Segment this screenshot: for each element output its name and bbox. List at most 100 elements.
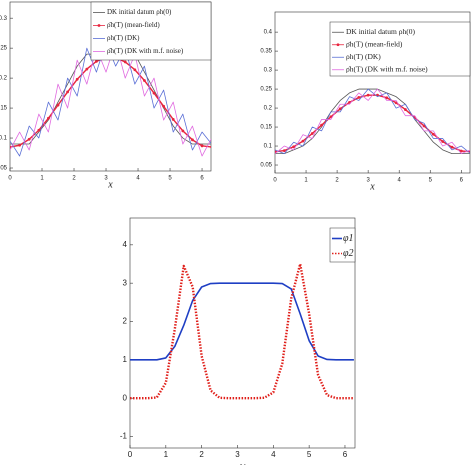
point xyxy=(95,59,98,63)
y-tick-label: 0.05 xyxy=(0,166,8,172)
x-tick-label: 4 xyxy=(271,450,276,459)
y-tick-label: 0.2 xyxy=(0,76,8,82)
y-tick-label: 0.3 xyxy=(0,16,8,22)
x-tick-label: 4 xyxy=(136,176,140,182)
x-tick-label: 0 xyxy=(8,176,12,182)
point xyxy=(320,123,323,127)
point xyxy=(171,118,175,121)
point xyxy=(27,137,31,141)
point xyxy=(47,116,50,120)
point xyxy=(181,129,185,133)
x-tick-label: 6 xyxy=(200,176,204,182)
point xyxy=(301,139,305,143)
x-tick-label: 3 xyxy=(235,450,240,459)
x-tick-label: 0 xyxy=(128,450,133,459)
legend-label: ρh(T) (DK) xyxy=(107,34,140,42)
point xyxy=(338,107,342,111)
point xyxy=(441,140,445,143)
x-axis-label: x xyxy=(107,179,113,190)
y-tick-label: 0.1 xyxy=(264,144,273,150)
x-axis-label: x xyxy=(369,181,375,192)
point xyxy=(75,77,79,81)
legend-marker xyxy=(336,43,340,47)
point xyxy=(133,68,137,72)
legend-box xyxy=(329,21,471,77)
y-tick-label: 0.2 xyxy=(264,106,273,112)
y-tick-label: 3 xyxy=(123,278,128,287)
x-tick-label: 2 xyxy=(199,450,204,459)
point xyxy=(123,60,127,64)
x-tick-label: 0 xyxy=(273,178,277,184)
point xyxy=(85,67,89,71)
y-tick-label: 0.25 xyxy=(260,87,272,93)
point xyxy=(66,90,70,94)
legend-box xyxy=(90,1,212,61)
series-line xyxy=(10,53,211,145)
series-line xyxy=(130,282,354,361)
point xyxy=(152,91,156,95)
y-tick-label: 0.25 xyxy=(0,46,8,52)
point xyxy=(310,132,314,135)
x-tick-label: 4 xyxy=(398,178,402,184)
point xyxy=(385,96,389,100)
legend-label: DK initial datum ρh(0) xyxy=(346,27,415,36)
y-tick-label: 0.15 xyxy=(0,106,8,112)
y-tick-label: 0.1 xyxy=(0,136,8,142)
point xyxy=(329,115,333,119)
x-tick-label: 3 xyxy=(104,176,108,182)
x-tick-label: 3 xyxy=(366,178,370,184)
point xyxy=(18,143,22,147)
x-tick-label: 1 xyxy=(304,178,308,184)
legend-marker xyxy=(97,24,101,27)
legend-label: φ1 xyxy=(343,233,354,244)
series-line xyxy=(130,262,354,400)
x-tick-label: 6 xyxy=(343,450,348,459)
point xyxy=(292,145,296,149)
point xyxy=(37,128,41,132)
point xyxy=(450,145,454,149)
y-tick-label: 0.3 xyxy=(264,68,273,74)
point xyxy=(422,124,426,128)
y-tick-label: 4 xyxy=(123,240,128,249)
x-tick-label: 6 xyxy=(460,178,464,184)
legend-label: φ2 xyxy=(343,248,354,259)
point xyxy=(210,145,211,149)
point xyxy=(143,79,146,82)
legend-label: ρ̂h(T) (DK with m.f. noise) xyxy=(107,47,184,55)
y-tick-label: -1 xyxy=(120,432,128,441)
y-tick-label: 0.15 xyxy=(260,125,272,131)
point xyxy=(162,104,166,108)
point xyxy=(200,144,204,148)
y-tick-label: 0.35 xyxy=(260,49,272,55)
series-line xyxy=(275,88,470,155)
x-tick-label: 1 xyxy=(164,450,169,459)
legend-label: DK initial datum ρh(0) xyxy=(107,8,172,16)
legend-box xyxy=(329,227,356,263)
legend-label: ρ̄h(T) (mean-field) xyxy=(107,21,160,29)
y-tick-label: 0.4 xyxy=(264,30,273,36)
point xyxy=(404,108,407,111)
x-tick-label: 5 xyxy=(307,450,312,459)
point xyxy=(56,103,60,107)
x-tick-label: 1 xyxy=(40,176,44,182)
legend-label: ρ̄h(T) (mean-field) xyxy=(346,39,403,48)
y-tick-label: 0 xyxy=(123,393,128,402)
x-axis-label: x xyxy=(238,460,246,465)
plot-area xyxy=(130,262,354,400)
x-tick-label: 5 xyxy=(168,176,172,182)
legend-label: ρ̂h(T) (DK with m.f. noise) xyxy=(346,64,428,73)
point xyxy=(282,149,286,152)
point xyxy=(366,93,370,97)
point xyxy=(357,96,361,99)
x-tick-label: 2 xyxy=(335,178,339,184)
series-line xyxy=(275,88,470,155)
y-tick-label: 2 xyxy=(123,317,128,326)
axes-frame xyxy=(129,217,356,449)
point xyxy=(191,138,194,142)
y-tick-label: 1 xyxy=(123,355,128,364)
legend-label: ρh(T) (DK) xyxy=(346,52,381,61)
y-tick-label: 0.05 xyxy=(260,163,272,169)
x-tick-label: 5 xyxy=(429,178,433,184)
